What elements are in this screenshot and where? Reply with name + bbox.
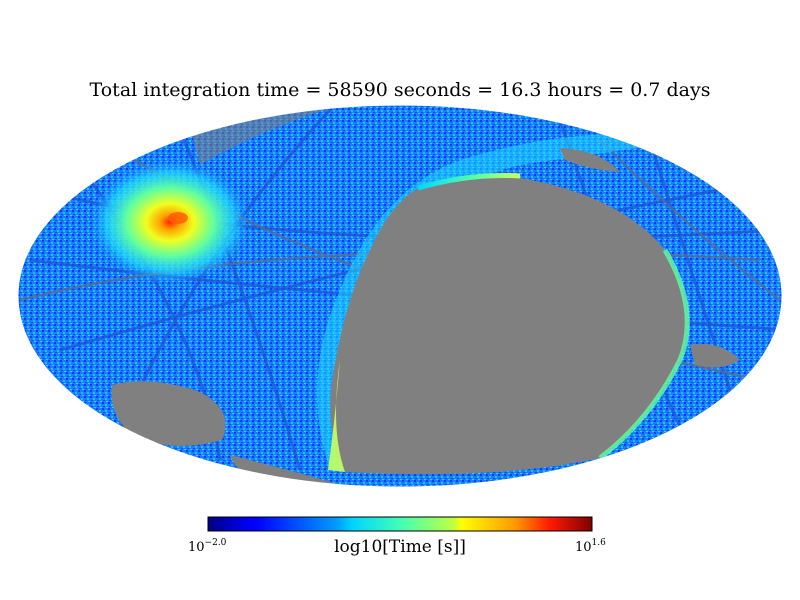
exposure-hotspot [90, 160, 250, 284]
colorbar-min-exponent: −2.0 [205, 538, 227, 548]
colorbar-max-base: 10 [575, 540, 592, 555]
colorbar-gradient [207, 516, 593, 532]
uncovered-rim-right [598, 248, 690, 460]
colorbar-min-tick: 10−2.0 [188, 538, 227, 555]
hotspot-core [168, 212, 188, 224]
chart-title: Total integration time = 58590 seconds =… [90, 79, 711, 101]
uncovered-edge [328, 360, 345, 472]
sky-outline [17, 104, 783, 488]
colorbar-label: log10[Time [s]] [334, 537, 466, 557]
colorbar: 10−2.0 101.6 log10[Time [s]] [188, 516, 606, 557]
colorbar-min-base: 10 [188, 540, 205, 555]
uncovered-region [330, 177, 688, 475]
uncovered-patch-right [690, 344, 740, 368]
uncovered-rim [417, 173, 521, 191]
uncovered-patch-lower-left [111, 381, 226, 446]
uncovered-patch-top-right [560, 148, 620, 172]
colorbar-max-tick: 101.6 [575, 538, 606, 555]
sky-map [17, 104, 783, 488]
colorbar-max-exponent: 1.6 [592, 538, 607, 548]
